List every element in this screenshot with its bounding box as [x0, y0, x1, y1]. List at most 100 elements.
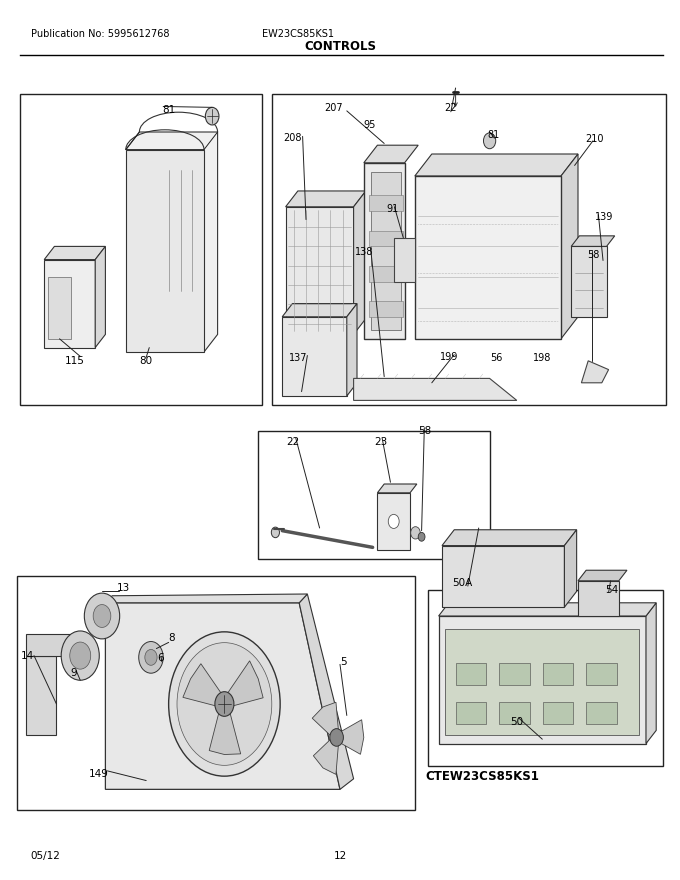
Circle shape	[388, 514, 399, 528]
Polygon shape	[439, 616, 646, 744]
Text: EW23CS85KS1: EW23CS85KS1	[262, 29, 334, 39]
Circle shape	[418, 532, 425, 541]
Text: 22: 22	[445, 103, 457, 114]
Polygon shape	[347, 304, 357, 396]
Bar	[586, 702, 617, 724]
Polygon shape	[415, 154, 578, 176]
Polygon shape	[364, 145, 418, 163]
Text: 58: 58	[587, 250, 599, 260]
Polygon shape	[183, 664, 226, 708]
Bar	[369, 301, 403, 317]
Text: 5: 5	[340, 656, 347, 667]
Polygon shape	[354, 191, 366, 334]
Polygon shape	[299, 594, 354, 789]
Polygon shape	[44, 246, 105, 260]
Text: 81: 81	[162, 105, 175, 115]
Text: 50: 50	[510, 716, 524, 727]
Polygon shape	[364, 163, 405, 339]
Polygon shape	[223, 661, 263, 708]
Polygon shape	[126, 132, 218, 352]
Text: 23: 23	[374, 436, 388, 447]
Text: 198: 198	[533, 353, 552, 363]
Text: 139: 139	[594, 212, 613, 223]
Polygon shape	[561, 154, 578, 339]
Text: 12: 12	[333, 851, 347, 861]
Text: 8: 8	[168, 633, 175, 643]
Polygon shape	[126, 150, 204, 352]
Circle shape	[84, 593, 120, 639]
Text: 13: 13	[117, 583, 131, 593]
Bar	[369, 231, 403, 246]
Text: Publication No: 5995612768: Publication No: 5995612768	[31, 29, 169, 39]
Polygon shape	[26, 656, 56, 735]
Text: 138: 138	[354, 246, 373, 257]
Bar	[258, 431, 490, 559]
Text: 58: 58	[418, 426, 432, 436]
Polygon shape	[394, 238, 415, 282]
Polygon shape	[564, 530, 577, 607]
Circle shape	[271, 527, 279, 538]
Polygon shape	[286, 191, 366, 207]
Bar	[272, 94, 666, 405]
Text: 207: 207	[324, 103, 343, 114]
Bar	[586, 663, 617, 685]
Bar	[445, 629, 639, 735]
Polygon shape	[371, 172, 401, 330]
Polygon shape	[282, 304, 357, 317]
Bar	[499, 702, 530, 724]
Polygon shape	[377, 484, 417, 493]
Polygon shape	[442, 530, 577, 546]
Polygon shape	[95, 246, 105, 348]
Polygon shape	[377, 493, 410, 550]
Bar	[543, 702, 573, 724]
Bar	[543, 663, 573, 685]
Polygon shape	[581, 361, 609, 383]
Polygon shape	[571, 236, 615, 246]
Polygon shape	[578, 570, 627, 581]
Circle shape	[93, 605, 111, 627]
Polygon shape	[209, 704, 241, 754]
Polygon shape	[415, 176, 561, 339]
Circle shape	[70, 642, 90, 669]
Text: 05/12: 05/12	[31, 851, 61, 861]
Polygon shape	[354, 378, 517, 400]
Circle shape	[330, 729, 343, 746]
Circle shape	[177, 642, 272, 766]
Bar	[17, 576, 415, 810]
Text: 137: 137	[288, 353, 307, 363]
Polygon shape	[312, 702, 339, 738]
Polygon shape	[105, 603, 340, 789]
Text: 199: 199	[439, 352, 458, 363]
Bar	[369, 266, 403, 282]
Text: 115: 115	[65, 356, 85, 366]
Polygon shape	[313, 737, 339, 774]
Bar	[369, 195, 403, 211]
Text: 91: 91	[386, 204, 398, 215]
Circle shape	[483, 133, 496, 149]
Polygon shape	[646, 603, 656, 744]
Text: 149: 149	[88, 769, 109, 780]
Bar	[20, 94, 262, 405]
Bar	[456, 663, 486, 685]
Bar	[428, 590, 663, 766]
Bar	[48, 277, 71, 339]
Polygon shape	[105, 594, 307, 603]
Bar	[456, 702, 486, 724]
Polygon shape	[282, 317, 347, 396]
Polygon shape	[338, 720, 364, 754]
Circle shape	[205, 107, 219, 125]
Text: CONTROLS: CONTROLS	[304, 40, 376, 54]
Polygon shape	[571, 246, 607, 317]
Text: 80: 80	[139, 356, 153, 366]
Circle shape	[411, 526, 420, 539]
Text: CTEW23CS85KS1: CTEW23CS85KS1	[425, 770, 539, 783]
Polygon shape	[286, 207, 354, 334]
Polygon shape	[578, 581, 619, 616]
Polygon shape	[442, 546, 564, 607]
Circle shape	[145, 649, 157, 665]
Circle shape	[215, 692, 234, 716]
Text: 6: 6	[157, 653, 164, 664]
Text: 208: 208	[283, 133, 302, 143]
Circle shape	[169, 632, 280, 776]
Polygon shape	[26, 634, 72, 656]
